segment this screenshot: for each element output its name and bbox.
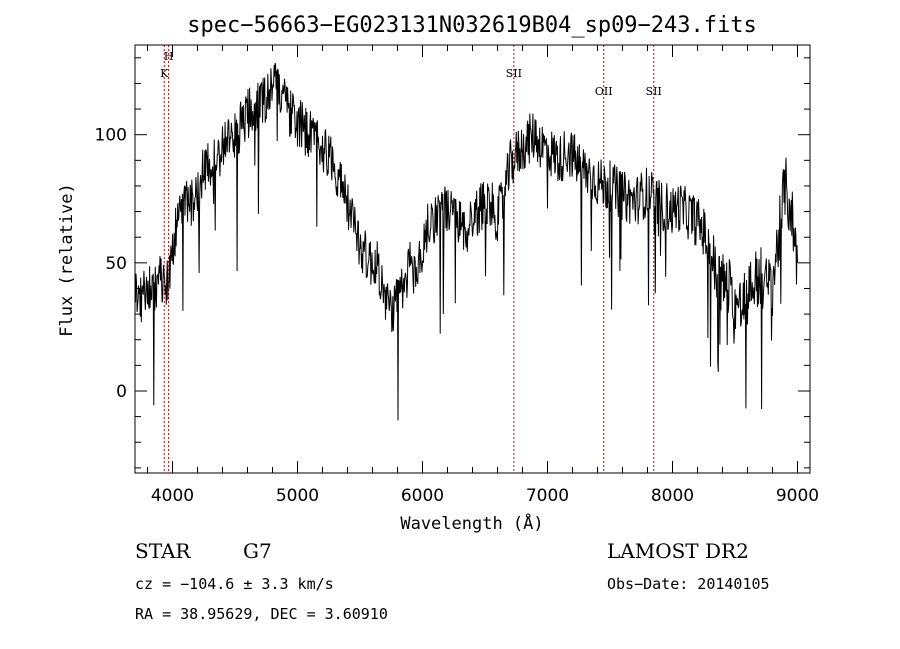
spectral-line-label-2: SII — [506, 67, 522, 80]
coordinates: RA = 38.95629, DEC = 3.60910 — [135, 605, 388, 623]
y-tick-label: 0 — [116, 382, 127, 402]
object-class: STAR — [135, 539, 191, 563]
x-tick-label: 8000 — [651, 486, 694, 506]
x-tick-label: 6000 — [401, 486, 444, 506]
cz-value: cz = −104.6 ± 3.3 km/s — [135, 575, 334, 593]
spectral-line-label-1: H — [164, 50, 174, 63]
spectrum-line — [134, 62, 798, 421]
spectrum-series — [134, 62, 798, 421]
spectral-line-markers — [163, 45, 655, 473]
spectral-line-label-3: OII — [595, 85, 613, 98]
spectral-line-label-4: SII — [646, 85, 662, 98]
y-tick-label: 100 — [95, 126, 127, 146]
subclass: G7 — [243, 539, 272, 563]
y-axis-label: Flux (relative) — [57, 183, 77, 337]
axis-ticks — [135, 45, 810, 473]
spectral-line-label-0: K — [160, 67, 169, 80]
spectral-line-labels: KH SII OII SII — [160, 50, 662, 98]
survey-label: LAMOST DR2 — [607, 539, 749, 563]
y-tick-label: 50 — [105, 254, 127, 274]
y-tick-labels: 0 50 100 — [95, 126, 127, 402]
x-tick-label: 9000 — [776, 486, 819, 506]
x-tick-labels: 4000 5000 6000 7000 8000 9000 — [151, 486, 819, 506]
obs-date: Obs−Date: 20140105 — [607, 575, 770, 593]
chart-title: spec−56663−EG023131N032619B04_sp09−243.f… — [187, 13, 757, 38]
x-tick-label: 7000 — [526, 486, 569, 506]
x-tick-label: 4000 — [151, 486, 194, 506]
x-axis-label: Wavelength (Å) — [400, 512, 543, 534]
x-tick-label: 5000 — [276, 486, 319, 506]
